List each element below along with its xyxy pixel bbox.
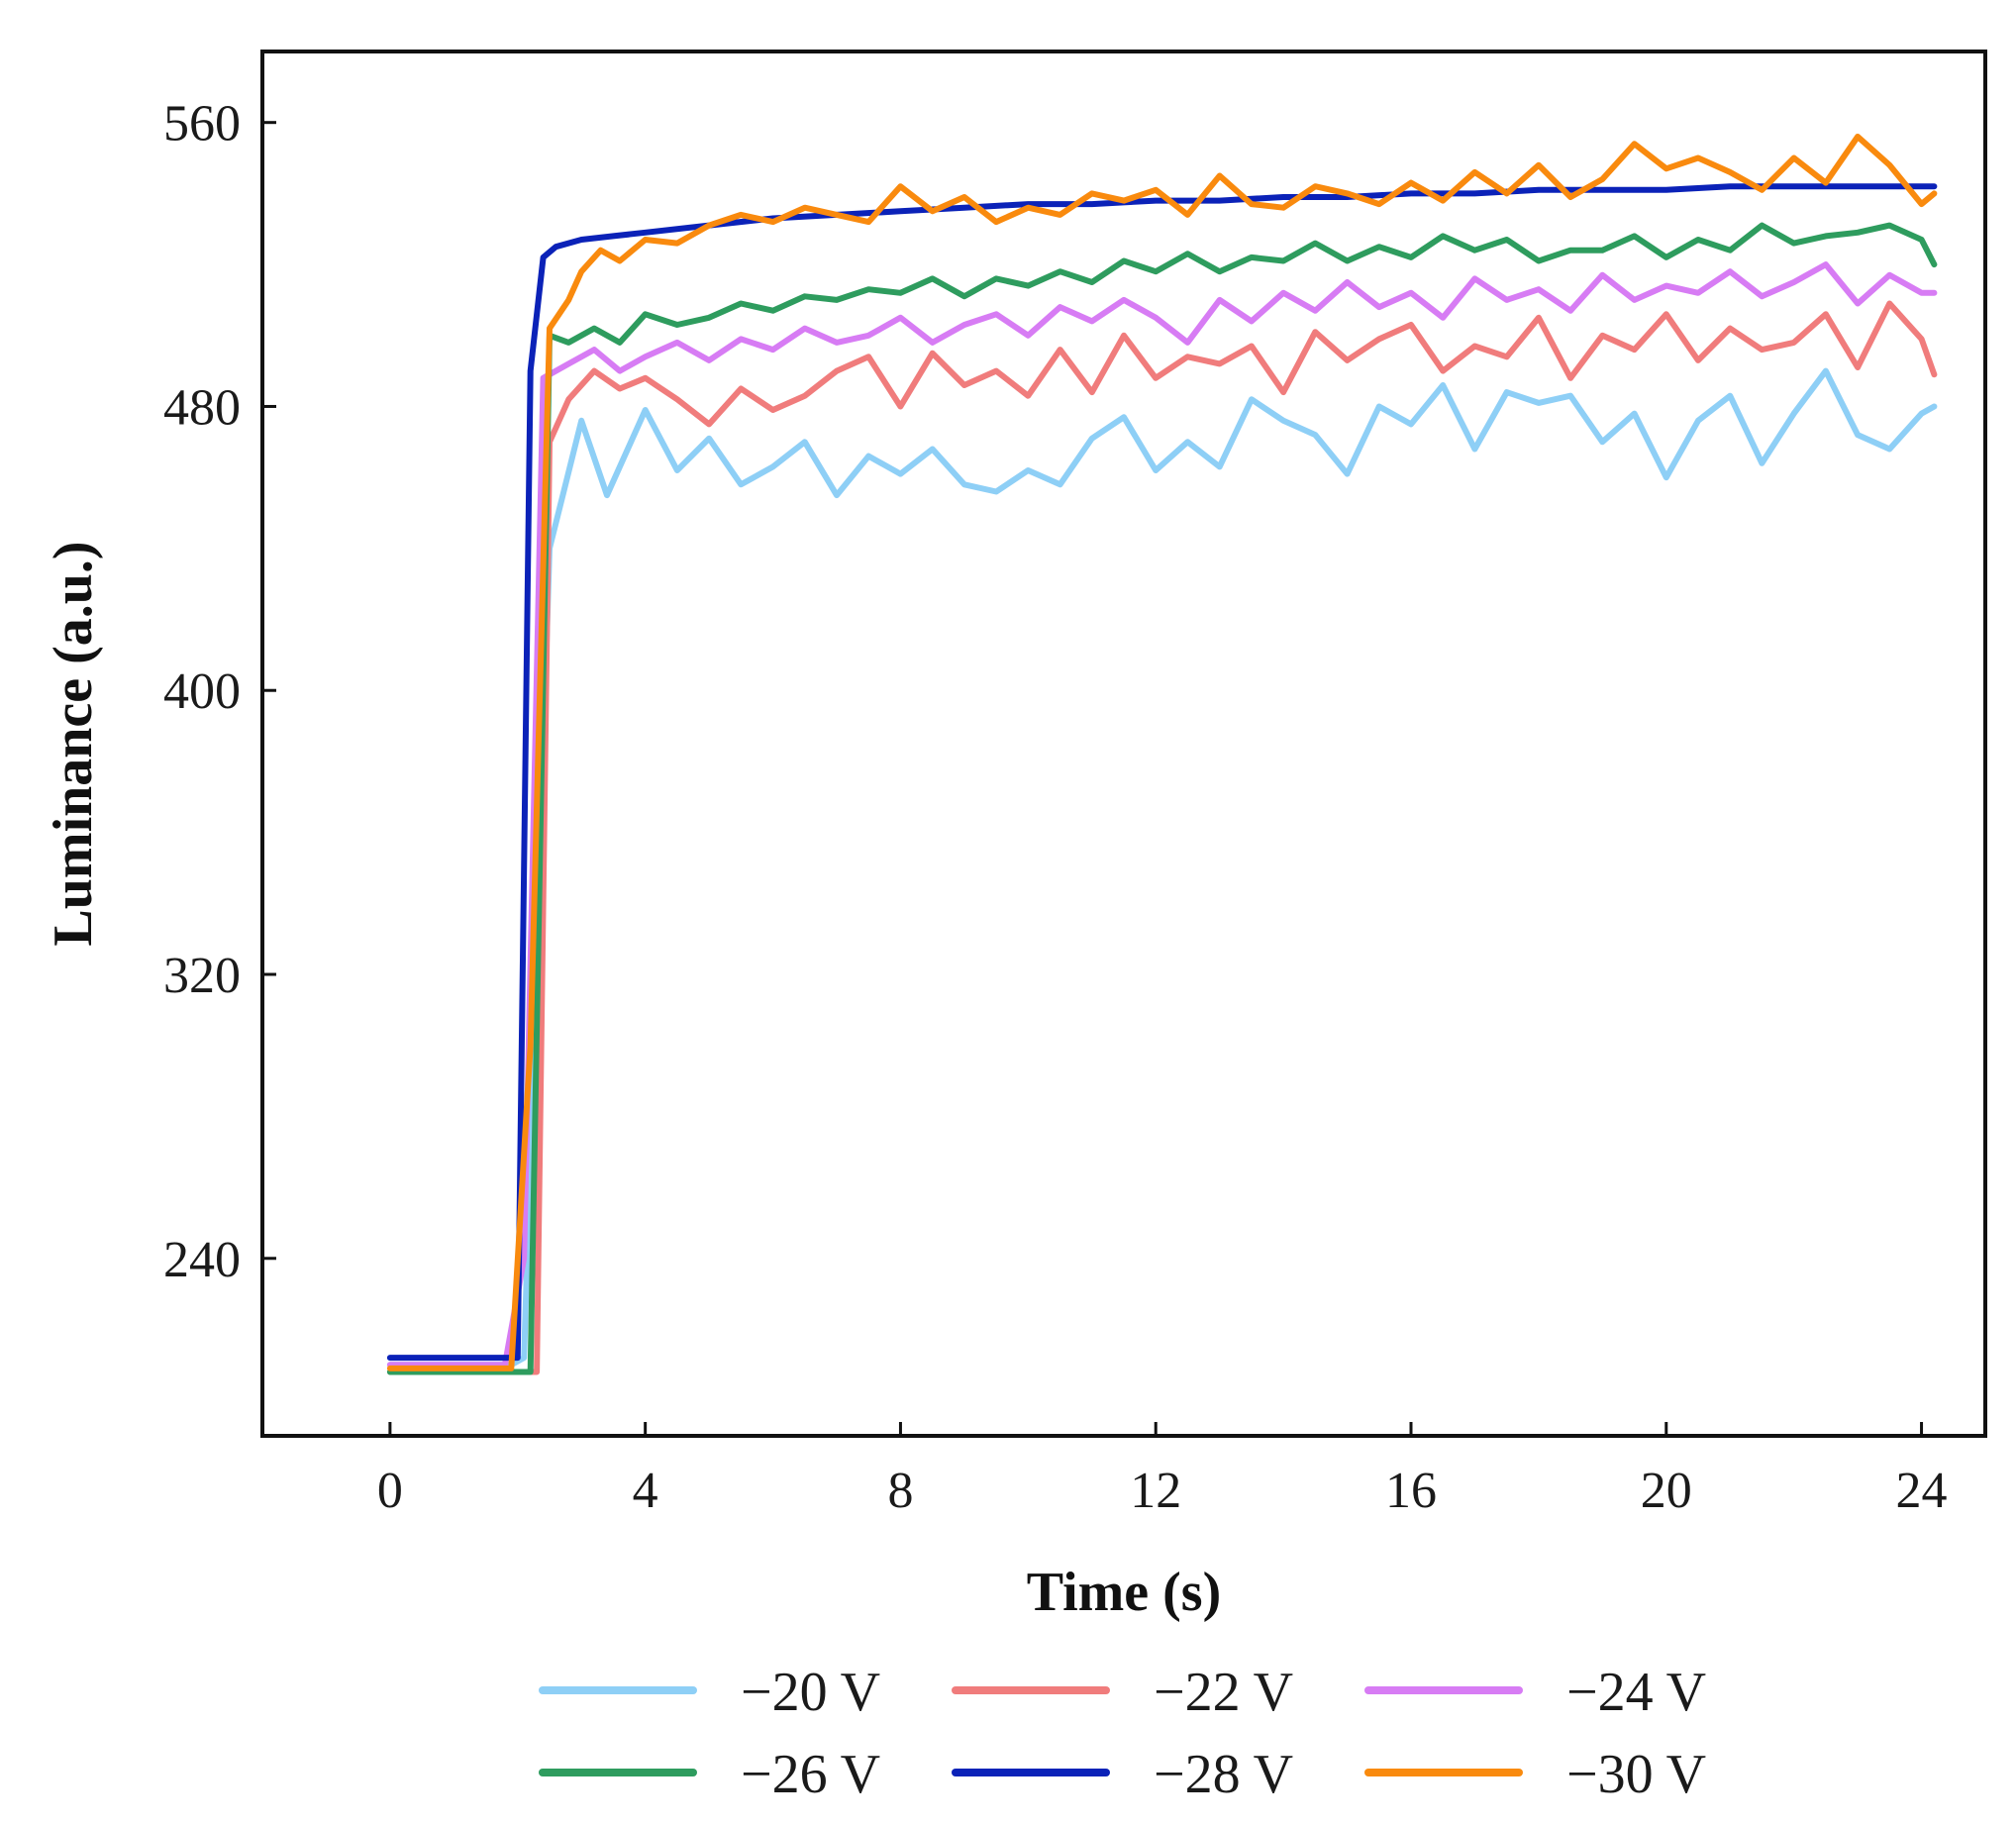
series-line-1 xyxy=(386,300,1938,1375)
y-tick-label: 560 xyxy=(163,96,241,152)
series-line-3 xyxy=(386,222,1938,1375)
series-line-5 xyxy=(386,134,1938,1371)
y-tick-label: 240 xyxy=(163,1232,241,1288)
x-tick-label: 8 xyxy=(887,1463,913,1519)
x-tick-label: 12 xyxy=(1130,1463,1181,1519)
y-axis: 240 320 400 480 560 xyxy=(163,96,276,1288)
series-line-4 xyxy=(386,183,1938,1362)
legend-label-5: −30 V xyxy=(1566,1744,1706,1805)
series-line-0 xyxy=(386,367,1938,1369)
series-line-2 xyxy=(386,261,1938,1369)
x-tick-label: 20 xyxy=(1641,1463,1692,1519)
x-tick-label: 4 xyxy=(633,1463,658,1519)
legend-label-0: −20 V xyxy=(741,1662,880,1723)
x-axis: 0 4 8 12 16 20 24 xyxy=(377,1422,1948,1519)
x-tick-label: 24 xyxy=(1896,1463,1948,1519)
y-tick-label: 320 xyxy=(163,948,241,1004)
legend-label-1: −22 V xyxy=(1154,1662,1293,1723)
plot-frame xyxy=(260,50,1987,1438)
series-layer xyxy=(386,134,1938,1375)
x-tick-label: 16 xyxy=(1385,1463,1437,1519)
legend: −20 V −22 V −24 V −26 V −28 V −30 V xyxy=(539,1662,1706,1805)
legend-label-3: −26 V xyxy=(741,1744,880,1805)
x-tick-label: 0 xyxy=(377,1463,403,1519)
legend-label-4: −28 V xyxy=(1154,1744,1293,1805)
y-tick-label: 480 xyxy=(163,379,241,436)
x-axis-title: Time (s) xyxy=(1027,1562,1222,1623)
y-axis-title: Luminance (a.u.) xyxy=(43,541,104,946)
legend-label-2: −24 V xyxy=(1566,1662,1706,1723)
y-tick-label: 400 xyxy=(163,663,241,720)
